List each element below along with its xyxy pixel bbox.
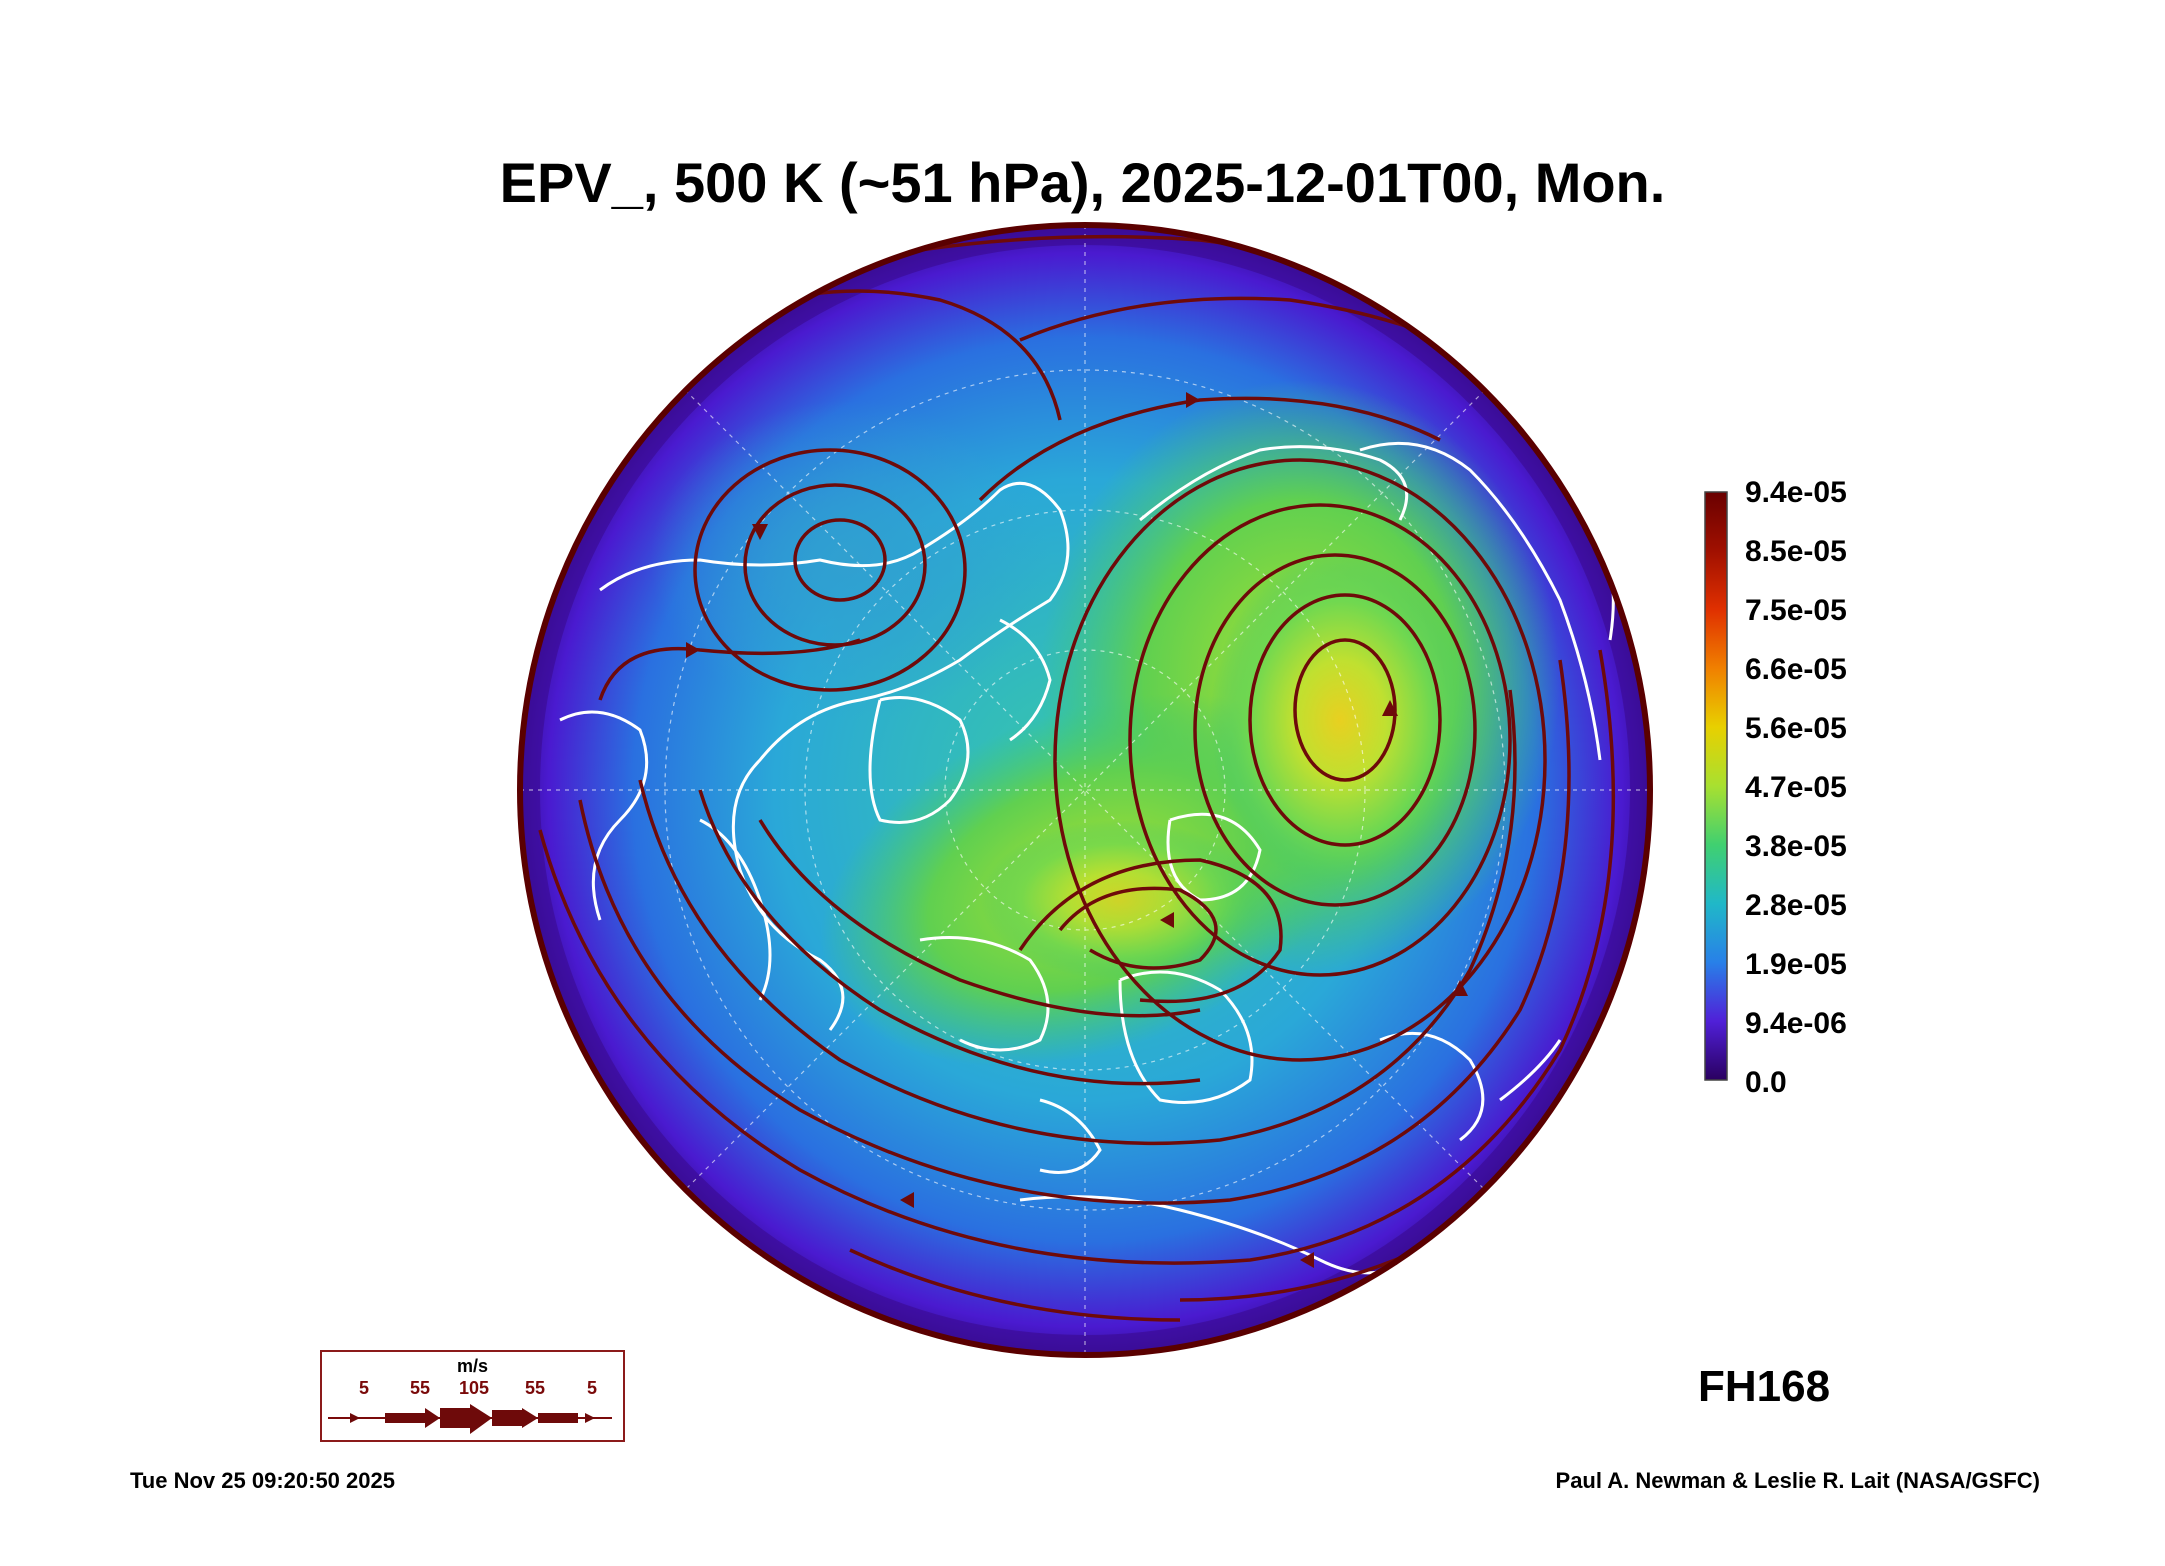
colorbar-tick: 4.7e-05 <box>1745 771 1847 804</box>
colorbar-tick: 6.6e-05 <box>1745 653 1847 686</box>
colorbar-tick: 7.5e-05 <box>1745 594 1847 627</box>
wind-legend-value: 5 <box>358 1378 370 1398</box>
chart-title: EPV_, 500 K (~51 hPa), 2025-12-01T00, Mo… <box>499 151 1666 214</box>
wind-legend-value: 5 <box>586 1378 598 1398</box>
credit-line: Paul A. Newman & Leslie R. Lait (NASA/GS… <box>1555 1468 2040 1493</box>
colorbar-tick: 9.4e-06 <box>1745 1007 1847 1040</box>
wind-legend-arrow <box>328 1404 612 1434</box>
wind-speed-legend: m/s 5 55 105 55 5 <box>320 1350 625 1442</box>
wind-legend-unit: m/s <box>456 1356 489 1376</box>
streamline-arrows <box>686 392 1468 1268</box>
colorbar-tick: 2.8e-05 <box>1745 889 1847 922</box>
colorbar-tick: 3.8e-05 <box>1745 830 1847 863</box>
timestamp: Tue Nov 25 09:20:50 2025 <box>130 1468 395 1493</box>
colorbar-tick: 9.4e-05 <box>1745 476 1847 509</box>
colorbar-tick: 8.5e-05 <box>1745 535 1847 568</box>
colorbar-tick: 5.6e-05 <box>1745 712 1847 745</box>
wind-legend-value: 55 <box>409 1378 431 1398</box>
colorbar-tick: 0.0 <box>1745 1066 1787 1099</box>
forecast-hour-label: FH168 <box>1698 1362 1831 1411</box>
wind-legend-value: 105 <box>458 1378 490 1398</box>
wind-legend-value: 55 <box>524 1378 546 1398</box>
map-border <box>517 222 1653 1358</box>
colorbar-tick: 1.9e-05 <box>1745 948 1847 981</box>
colorbar <box>1704 491 1728 1081</box>
